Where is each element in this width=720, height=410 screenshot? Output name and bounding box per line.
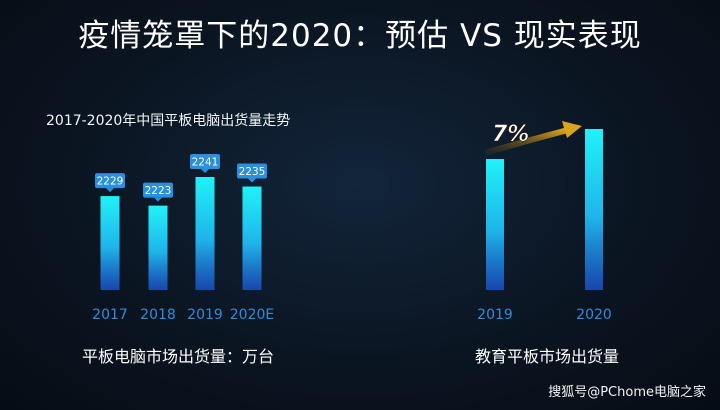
growth-arrow-icon xyxy=(562,121,582,138)
bar-2018 xyxy=(148,205,168,290)
growth-arrow-shaft xyxy=(485,127,571,155)
x-tick-label: 2017 xyxy=(92,307,128,323)
data-label-pointer xyxy=(248,178,256,183)
data-label: 2229 xyxy=(97,176,124,188)
data-label: 2223 xyxy=(145,185,172,197)
x-tick-label: 2019 xyxy=(477,307,513,323)
left-chart-caption: 平板电脑市场出货量：万台 xyxy=(82,347,275,366)
data-label-pointer xyxy=(154,197,162,202)
bar-2017 xyxy=(100,196,120,290)
data-label-box xyxy=(190,154,220,169)
growth-annotation: 7% xyxy=(492,122,529,147)
right-chart-caption: 教育平板市场出货量 xyxy=(475,347,620,366)
bar-2019 xyxy=(486,159,504,290)
data-label: 2241 xyxy=(192,157,219,169)
data-label-box xyxy=(143,182,173,198)
left-chart-title: 2017-2020年中国平板电脑出货量走势 xyxy=(46,113,291,129)
data-label-pointer xyxy=(201,169,209,173)
x-tick-label: 2018 xyxy=(140,307,176,323)
bar-2020 xyxy=(585,129,603,290)
page-title: 疫情笼罩下的2020：预估 VS 现实表现 xyxy=(78,18,642,54)
data-label-box xyxy=(95,173,125,189)
watermark: 搜狐号@PChome电脑之家 xyxy=(548,385,706,400)
bar-2019 xyxy=(195,177,215,290)
x-tick-label: 2019 xyxy=(187,307,223,323)
data-label: 2235 xyxy=(239,166,266,178)
x-tick-label: 2020 xyxy=(576,307,612,323)
bar-2020E xyxy=(242,186,262,290)
x-tick-label: 2020E xyxy=(230,307,274,323)
data-label-box xyxy=(237,163,267,179)
data-label-pointer xyxy=(106,188,114,193)
